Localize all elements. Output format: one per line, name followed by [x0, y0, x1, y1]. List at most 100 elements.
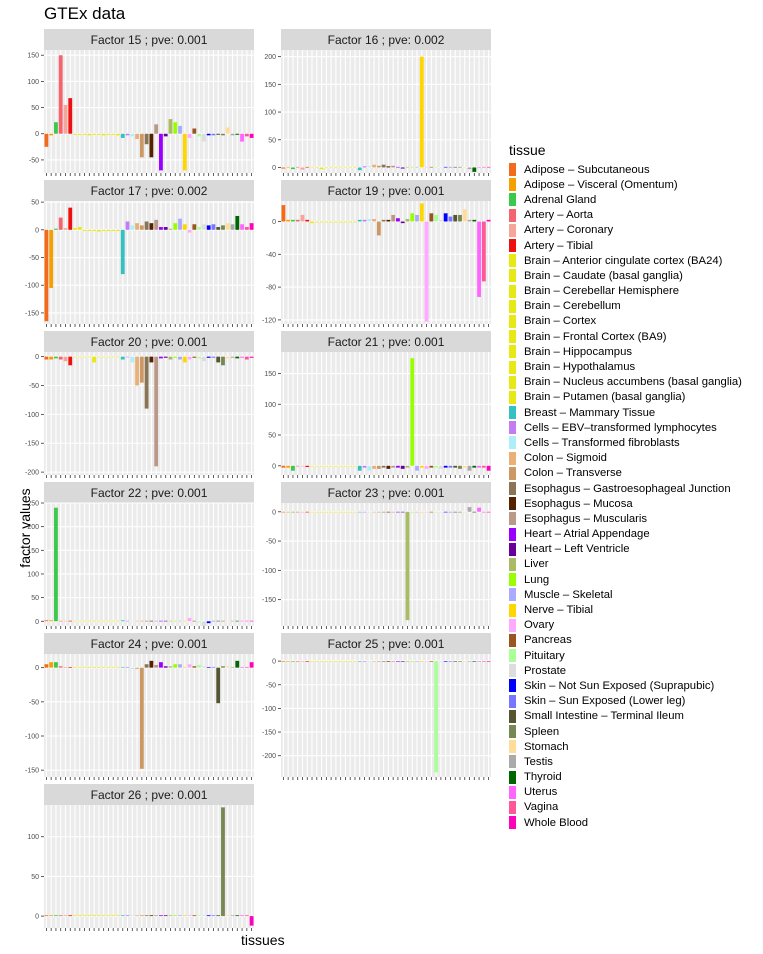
bar — [120, 666, 125, 668]
bar — [438, 465, 443, 469]
bar — [96, 620, 101, 622]
legend-item: Artery – Tibial — [509, 238, 742, 253]
facet-panel: Factor 20 ; pve: 0.001 -200 -150 -100 -50 0 — [25, 331, 254, 478]
bar — [68, 915, 73, 917]
bar — [314, 167, 319, 169]
bar — [154, 620, 159, 622]
bar — [135, 133, 139, 139]
bar — [182, 620, 187, 622]
bar — [54, 228, 58, 230]
bar — [54, 915, 58, 917]
bar — [376, 465, 381, 469]
facet-strip — [44, 633, 254, 654]
bar — [353, 511, 357, 513]
bar — [125, 915, 130, 917]
bar — [472, 511, 477, 513]
bar — [400, 465, 405, 469]
y-tick-label: 0 — [272, 509, 276, 516]
legend-label: Liver — [524, 558, 549, 571]
bar — [329, 511, 334, 513]
y-tick-label: 0 — [35, 665, 39, 672]
legend-label: Heart – Left Ventricle — [524, 543, 630, 556]
bar — [381, 465, 386, 468]
bar — [221, 133, 225, 136]
y-tick-label: 50 — [31, 874, 39, 881]
bar — [44, 915, 49, 917]
bar — [372, 465, 376, 469]
legend-key — [509, 330, 516, 344]
bar — [201, 915, 206, 917]
bar — [281, 167, 286, 169]
bar — [291, 465, 295, 471]
panel-background — [44, 50, 254, 173]
bar — [197, 133, 202, 137]
bar — [168, 666, 173, 668]
facet-title: Factor 17 ; pve: 0.002 — [91, 184, 208, 198]
bar — [77, 356, 82, 358]
legend-label: Brain – Hypothalamus — [524, 361, 636, 374]
y-tick-label: -150 — [25, 768, 39, 775]
bar — [163, 666, 168, 668]
bar — [77, 227, 82, 230]
bar — [295, 661, 300, 662]
facet-title: Factor 24 ; pve: 0.001 — [91, 637, 208, 651]
bar — [329, 221, 334, 223]
legend-item: Artery – Aorta — [509, 208, 742, 223]
bar — [381, 661, 386, 662]
bar — [206, 225, 211, 230]
legend-item: Esophagus – Gastroesophageal Junction — [509, 481, 742, 496]
facet-strip — [44, 784, 254, 805]
bar — [462, 209, 467, 222]
panel-background — [44, 805, 254, 928]
facet-strip — [281, 633, 491, 654]
bar — [367, 166, 372, 168]
bar — [149, 356, 154, 363]
bar — [211, 915, 216, 917]
bar — [448, 216, 453, 222]
bar — [221, 356, 225, 366]
bar — [415, 465, 419, 471]
bar — [458, 214, 462, 222]
bar — [154, 915, 159, 917]
bar — [486, 465, 491, 471]
bar — [240, 915, 244, 917]
legend-key — [509, 740, 516, 754]
bar — [343, 511, 348, 513]
bar — [63, 228, 68, 230]
legend-label: Lung — [524, 573, 550, 586]
bar — [173, 620, 178, 622]
bar — [197, 621, 202, 623]
y-tick-label: 0 — [35, 619, 39, 626]
bar — [120, 133, 125, 138]
bar — [429, 213, 434, 222]
bar — [324, 661, 329, 662]
bar — [235, 620, 240, 622]
bar — [244, 666, 249, 668]
bar — [225, 356, 230, 359]
bar — [68, 620, 73, 622]
bar — [225, 666, 230, 668]
legend-item: Brain – Hippocampus — [509, 344, 742, 359]
bar — [434, 661, 439, 773]
bar — [400, 511, 405, 513]
bar — [286, 219, 291, 222]
bar — [63, 356, 68, 362]
bar — [458, 661, 462, 662]
bar — [68, 98, 73, 134]
bar — [362, 465, 367, 468]
bar — [182, 356, 187, 363]
bar — [139, 225, 144, 230]
bar — [240, 224, 244, 230]
legend-key — [509, 223, 516, 237]
bar — [353, 465, 357, 467]
bar — [486, 219, 491, 222]
bar — [396, 661, 400, 662]
bar — [372, 219, 376, 222]
y-tick-label: -120 — [262, 317, 276, 324]
y-tick-label: 0 — [35, 131, 39, 138]
bar — [362, 166, 367, 168]
bar — [144, 620, 149, 622]
bar — [187, 664, 192, 668]
bar — [448, 511, 453, 513]
legend-item: Cells – EBV–transformed lymphocytes — [509, 420, 742, 435]
